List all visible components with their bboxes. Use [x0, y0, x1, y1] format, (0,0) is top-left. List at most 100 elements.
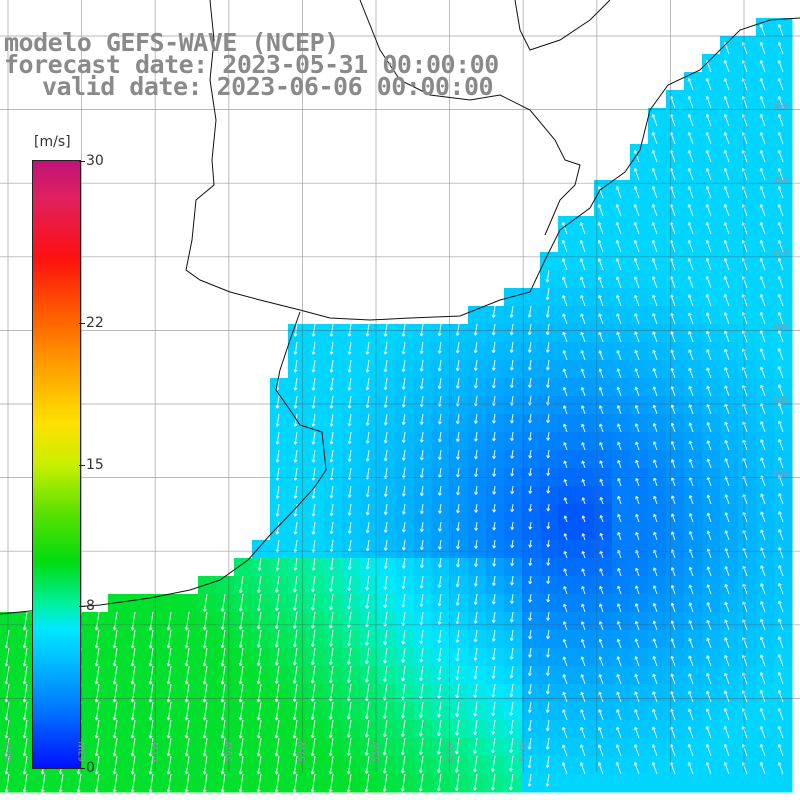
wind-arrow: [599, 514, 604, 523]
colorbar-tick-label: 0: [86, 760, 95, 776]
wind-arrow: [293, 341, 298, 355]
wind-arrow: [724, 637, 730, 649]
field-cell: [594, 558, 613, 577]
field-cell: [270, 432, 289, 451]
wind-arrow: [365, 377, 370, 391]
field-cell: [702, 666, 721, 685]
wind-arrow: [724, 583, 730, 595]
field-cell: [684, 144, 703, 163]
wind-arrow: [256, 773, 262, 793]
wind-arrow: [383, 413, 388, 426]
wind-arrow: [562, 674, 568, 685]
wind-arrow: [777, 725, 784, 739]
field-cell: [540, 288, 559, 307]
field-cell: [324, 414, 343, 433]
field-cell: [738, 378, 757, 397]
wind-arrow: [616, 423, 622, 433]
wind-arrow: [634, 386, 640, 397]
field-cell: [594, 198, 613, 217]
field-cell: [540, 342, 559, 361]
field-cell: [396, 612, 415, 631]
wind-arrow: [597, 762, 604, 775]
field-cell: [72, 774, 91, 793]
field-cell: [720, 378, 739, 397]
field-cell: [324, 756, 343, 775]
field-cell: [576, 216, 595, 235]
field-cell: [234, 684, 253, 703]
wind-arrow: [365, 647, 370, 665]
wind-arrow: [652, 655, 658, 667]
wind-arrow: [705, 294, 712, 307]
field-cell: [540, 540, 559, 559]
wind-arrow: [615, 726, 622, 739]
field-cell: [324, 774, 343, 793]
wind-arrow: [563, 497, 568, 505]
field-cell: [270, 612, 289, 631]
field-cell: [738, 756, 757, 775]
field-cell: [738, 252, 757, 271]
wind-arrow: [777, 618, 784, 631]
field-cell: [684, 252, 703, 271]
field-cell: [306, 576, 325, 595]
wind-arrow: [723, 95, 730, 109]
field-cell: [306, 324, 325, 343]
wind-arrow: [382, 755, 388, 774]
wind-arrow: [256, 665, 262, 685]
wind-arrow: [238, 719, 244, 739]
wind-arrow: [238, 575, 244, 594]
wind-arrow: [292, 719, 298, 739]
field-cell: [252, 756, 271, 775]
field-cell: [684, 270, 703, 289]
field-cell: [540, 756, 559, 775]
wind-arrow: [598, 656, 604, 667]
wind-arrow: [94, 629, 100, 649]
field-cell: [666, 216, 685, 235]
field-cell: [738, 108, 757, 127]
colorbar-tick-mark: [79, 322, 85, 324]
field-cell: [666, 450, 685, 469]
field-cell: [504, 360, 523, 379]
field-cell: [720, 180, 739, 199]
field-cell: [450, 738, 469, 757]
field-cell: [648, 144, 667, 163]
field-cell: [630, 432, 649, 451]
wind-arrow: [220, 611, 226, 631]
wind-arrow: [635, 459, 640, 469]
field-cell: [108, 612, 127, 631]
wind-arrow: [293, 449, 298, 463]
field-cell: [468, 486, 487, 505]
field-cell: [324, 486, 343, 505]
wind-arrow: [687, 294, 694, 307]
field-cell: [648, 576, 667, 595]
wind-arrow: [778, 564, 784, 577]
field-cell: [702, 720, 721, 739]
wind-arrow: [94, 773, 100, 793]
wind-arrow: [383, 377, 388, 391]
wind-arrow: [473, 737, 478, 754]
wind-arrow: [292, 701, 298, 721]
field-cell: [702, 414, 721, 433]
wind-arrow: [274, 593, 280, 612]
field-cell: [738, 72, 757, 91]
wind-arrow: [293, 485, 298, 499]
wind-arrow: [688, 531, 694, 541]
wind-arrow: [778, 493, 784, 505]
wind-arrow: [292, 755, 298, 775]
field-cell: [414, 540, 433, 559]
field-cell: [594, 306, 613, 325]
field-cell: [486, 414, 505, 433]
field-cell: [720, 36, 739, 55]
field-cell: [108, 594, 127, 613]
wind-arrow: [329, 521, 334, 535]
field-cell: [648, 630, 667, 649]
field-cell: [270, 702, 289, 721]
field-cell: [774, 180, 793, 199]
wind-arrow: [760, 511, 766, 523]
wind-arrow: [581, 515, 586, 523]
wind-arrow: [581, 478, 586, 487]
latitude-label: 38S: [772, 322, 790, 333]
field-cell: [288, 450, 307, 469]
wind-arrow: [670, 422, 676, 433]
field-cell: [576, 234, 595, 253]
wind-arrow: [759, 149, 766, 163]
